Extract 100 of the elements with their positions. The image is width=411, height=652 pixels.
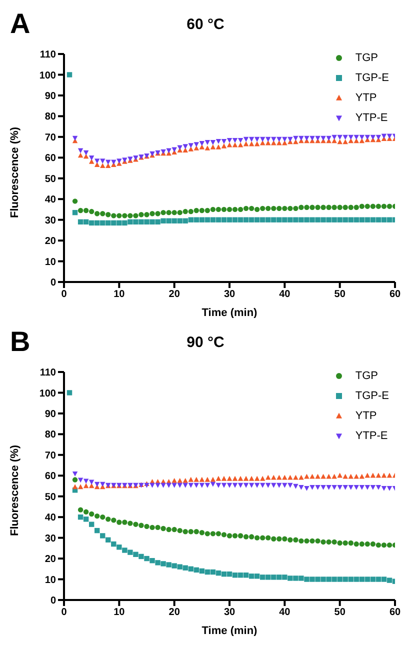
point bbox=[310, 484, 315, 490]
point bbox=[106, 212, 111, 218]
point bbox=[298, 204, 304, 210]
point bbox=[232, 482, 238, 488]
point bbox=[315, 474, 320, 479]
point bbox=[298, 538, 304, 544]
legend-label: TGP bbox=[355, 370, 378, 382]
point bbox=[83, 219, 89, 224]
point bbox=[133, 522, 138, 527]
x-tick-label: 30 bbox=[224, 607, 236, 618]
point bbox=[94, 528, 100, 534]
point bbox=[226, 476, 232, 481]
point bbox=[106, 163, 111, 168]
point bbox=[144, 219, 150, 224]
point bbox=[116, 220, 122, 226]
point bbox=[288, 136, 293, 142]
point bbox=[210, 206, 216, 212]
y-tick-label: 90 bbox=[44, 91, 56, 102]
point bbox=[128, 219, 133, 224]
point bbox=[94, 162, 100, 167]
point bbox=[276, 536, 282, 542]
point bbox=[376, 576, 382, 582]
y-tick-label: 70 bbox=[44, 450, 56, 462]
point bbox=[72, 477, 78, 482]
point bbox=[359, 217, 364, 222]
point bbox=[276, 217, 282, 222]
point bbox=[182, 529, 188, 534]
point bbox=[326, 576, 332, 582]
point bbox=[320, 484, 326, 490]
point bbox=[72, 471, 78, 476]
point bbox=[282, 136, 288, 142]
point bbox=[288, 474, 293, 480]
point bbox=[100, 220, 106, 226]
point bbox=[216, 482, 222, 488]
point bbox=[332, 134, 337, 140]
point bbox=[166, 218, 172, 224]
point bbox=[266, 474, 271, 480]
x-tick-label: 50 bbox=[334, 289, 346, 300]
point bbox=[78, 478, 84, 483]
point bbox=[364, 541, 370, 547]
point bbox=[226, 206, 232, 212]
point bbox=[293, 136, 298, 141]
y-tick-label: 20 bbox=[44, 554, 56, 566]
point bbox=[194, 217, 199, 222]
point bbox=[354, 134, 359, 140]
point bbox=[210, 476, 216, 482]
point bbox=[359, 204, 364, 209]
point bbox=[88, 511, 94, 517]
point bbox=[320, 576, 326, 582]
point bbox=[260, 476, 266, 481]
x-tick-label: 40 bbox=[279, 607, 291, 618]
point bbox=[116, 158, 122, 164]
point bbox=[282, 574, 288, 580]
point bbox=[254, 574, 260, 579]
point bbox=[376, 204, 382, 209]
point bbox=[332, 576, 337, 582]
point bbox=[194, 567, 199, 573]
point bbox=[88, 208, 94, 214]
point bbox=[282, 474, 288, 480]
point bbox=[332, 204, 337, 210]
point bbox=[194, 142, 199, 148]
point bbox=[182, 218, 188, 224]
point bbox=[128, 550, 133, 555]
point bbox=[271, 482, 276, 488]
point bbox=[83, 150, 89, 156]
point bbox=[260, 217, 266, 222]
point bbox=[381, 542, 387, 548]
point bbox=[326, 136, 332, 141]
legend-label: YTP-E bbox=[355, 430, 388, 442]
point bbox=[243, 217, 249, 222]
point bbox=[304, 486, 310, 491]
y-tick-label: 0 bbox=[50, 278, 56, 289]
point bbox=[304, 217, 310, 222]
legend-label: TGP bbox=[355, 52, 378, 64]
point bbox=[304, 576, 310, 582]
point bbox=[243, 534, 249, 540]
point bbox=[155, 524, 160, 530]
point bbox=[94, 482, 100, 487]
point bbox=[150, 219, 155, 224]
point bbox=[111, 213, 116, 218]
point bbox=[364, 204, 370, 209]
text: B bbox=[10, 326, 30, 358]
point bbox=[204, 482, 210, 488]
point bbox=[332, 539, 337, 545]
point bbox=[166, 526, 172, 532]
point bbox=[337, 540, 342, 546]
point bbox=[72, 136, 78, 141]
point bbox=[216, 531, 222, 536]
point bbox=[210, 217, 216, 222]
point bbox=[276, 474, 282, 480]
point bbox=[226, 482, 232, 488]
point bbox=[332, 217, 337, 222]
point bbox=[266, 574, 271, 580]
y-tick-label: 10 bbox=[44, 256, 56, 268]
point bbox=[348, 484, 354, 490]
point bbox=[100, 514, 106, 520]
point bbox=[260, 482, 266, 488]
point bbox=[348, 217, 354, 222]
point bbox=[204, 569, 210, 575]
point bbox=[315, 484, 320, 490]
